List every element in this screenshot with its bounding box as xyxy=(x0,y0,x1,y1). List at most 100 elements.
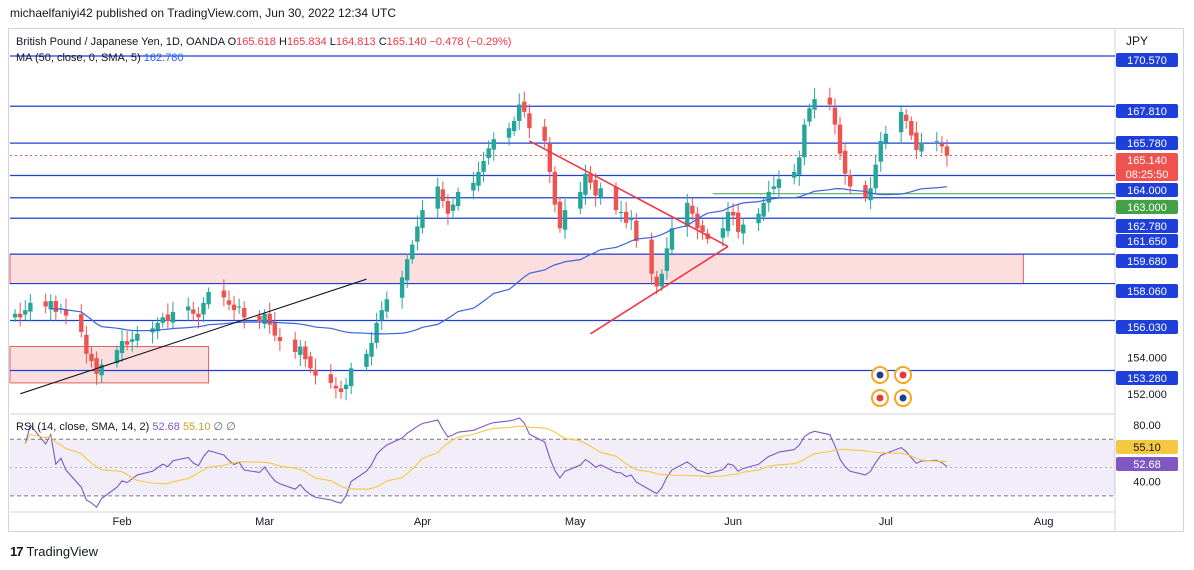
candle-body[interactable] xyxy=(28,302,33,312)
candle-body[interactable] xyxy=(364,353,369,367)
candle-body[interactable] xyxy=(812,99,817,110)
candle-body[interactable] xyxy=(669,228,675,250)
candle-body[interactable] xyxy=(654,276,659,287)
candle-body[interactable] xyxy=(53,301,59,312)
candle-body[interactable] xyxy=(48,301,53,310)
candle-body[interactable] xyxy=(99,364,104,376)
candle-body[interactable] xyxy=(313,369,318,376)
candle-body[interactable] xyxy=(583,173,588,195)
candle-body[interactable] xyxy=(221,290,227,298)
candle-body[interactable] xyxy=(257,315,262,322)
candle-body[interactable] xyxy=(623,211,629,223)
candle-body[interactable] xyxy=(186,306,191,311)
candle-body[interactable] xyxy=(262,313,267,324)
candle-body[interactable] xyxy=(267,313,272,325)
candle-body[interactable] xyxy=(944,146,950,156)
triangle-lower-line[interactable] xyxy=(590,245,729,335)
candle-body[interactable] xyxy=(934,140,939,142)
candle-body[interactable] xyxy=(298,346,303,355)
candle-body[interactable] xyxy=(797,157,802,175)
candle-body[interactable] xyxy=(481,160,486,172)
candle-body[interactable] xyxy=(588,173,593,183)
candle-body[interactable] xyxy=(593,179,598,196)
candle-body[interactable] xyxy=(12,313,18,318)
candle-body[interactable] xyxy=(272,321,277,336)
candle-body[interactable] xyxy=(491,139,496,150)
candle-body[interactable] xyxy=(878,140,883,162)
candle-body[interactable] xyxy=(114,350,120,364)
candle-body[interactable] xyxy=(904,114,909,121)
candle-body[interactable] xyxy=(119,341,125,354)
candle-body[interactable] xyxy=(832,107,838,125)
candle-body[interactable] xyxy=(206,291,211,305)
candle-body[interactable] xyxy=(868,188,873,201)
candle-body[interactable] xyxy=(17,313,23,318)
candle-body[interactable] xyxy=(807,108,812,122)
candle-body[interactable] xyxy=(802,124,807,158)
candle-body[interactable] xyxy=(634,220,639,242)
candle-body[interactable] xyxy=(613,186,619,211)
candle-body[interactable] xyxy=(649,239,654,274)
candle-body[interactable] xyxy=(94,358,99,374)
candle-body[interactable] xyxy=(135,333,140,341)
candle-body[interactable] xyxy=(766,191,771,203)
candle-body[interactable] xyxy=(914,132,919,151)
candle-body[interactable] xyxy=(542,126,547,141)
candle-body[interactable] xyxy=(379,310,384,320)
candle-body[interactable] xyxy=(476,171,481,186)
candle-body[interactable] xyxy=(898,111,904,133)
candle-body[interactable] xyxy=(277,337,283,342)
candle-body[interactable] xyxy=(384,299,390,312)
candle-body[interactable] xyxy=(471,182,476,191)
candle-body[interactable] xyxy=(695,213,700,229)
candle-body[interactable] xyxy=(598,188,603,197)
candle-body[interactable] xyxy=(511,120,517,132)
candle-body[interactable] xyxy=(348,368,354,387)
candle-body[interactable] xyxy=(89,353,94,362)
candle-body[interactable] xyxy=(43,301,48,307)
candle-body[interactable] xyxy=(455,191,461,207)
candle-body[interactable] xyxy=(155,322,160,332)
candle-body[interactable] xyxy=(827,97,833,105)
candle-body[interactable] xyxy=(685,202,690,227)
candle-body[interactable] xyxy=(552,171,558,205)
candle-body[interactable] xyxy=(690,205,695,214)
candle-body[interactable] xyxy=(343,384,349,390)
candle-body[interactable] xyxy=(226,300,232,305)
candle-body[interactable] xyxy=(231,304,237,311)
candle-body[interactable] xyxy=(440,189,446,201)
candle-body[interactable] xyxy=(242,307,247,318)
candle-body[interactable] xyxy=(720,228,726,238)
black-trendline[interactable] xyxy=(20,278,367,395)
candle-body[interactable] xyxy=(848,175,853,187)
candle-body[interactable] xyxy=(771,186,777,189)
candle-body[interactable] xyxy=(292,339,298,352)
candle-body[interactable] xyxy=(236,306,242,308)
candle-body[interactable] xyxy=(939,143,945,147)
candle-body[interactable] xyxy=(522,101,527,112)
candle-body[interactable] xyxy=(160,317,165,323)
candle-body[interactable] xyxy=(629,219,634,221)
candle-body[interactable] xyxy=(399,277,405,298)
candle-body[interactable] xyxy=(486,148,491,159)
candle-body[interactable] xyxy=(618,211,624,213)
candle-body[interactable] xyxy=(328,374,334,383)
candle-body[interactable] xyxy=(369,342,374,357)
candle-body[interactable] xyxy=(333,385,339,389)
candle-body[interactable] xyxy=(700,225,705,232)
candle-body[interactable] xyxy=(415,226,420,242)
candle-body[interactable] xyxy=(883,133,889,143)
candle-body[interactable] xyxy=(909,120,914,136)
candle-body[interactable] xyxy=(450,204,456,211)
candle-body[interactable] xyxy=(63,309,69,316)
candle-body[interactable] xyxy=(664,248,670,271)
candle-body[interactable] xyxy=(435,186,440,209)
candle-body[interactable] xyxy=(374,322,379,343)
candle-body[interactable] xyxy=(79,314,84,332)
candle-body[interactable] xyxy=(506,128,512,138)
candle-body[interactable] xyxy=(517,104,522,121)
candle-body[interactable] xyxy=(761,202,766,217)
candle-body[interactable] xyxy=(842,150,848,174)
candle-body[interactable] xyxy=(165,314,171,322)
